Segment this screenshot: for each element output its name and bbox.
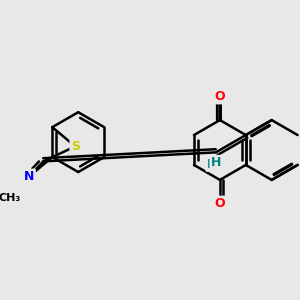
Text: O: O xyxy=(214,90,225,103)
Text: N: N xyxy=(24,170,34,183)
Text: H: H xyxy=(207,158,217,171)
Text: H: H xyxy=(211,156,221,169)
Text: O: O xyxy=(214,197,225,210)
Text: O: O xyxy=(214,90,225,103)
Text: O: O xyxy=(214,197,225,210)
Text: CH₃: CH₃ xyxy=(0,193,21,202)
Text: S: S xyxy=(71,140,80,153)
